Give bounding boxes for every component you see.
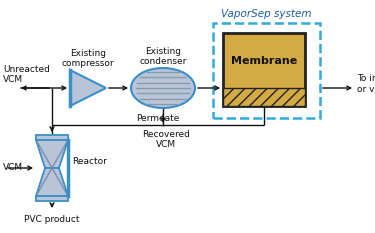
Text: VCM: VCM xyxy=(3,164,23,172)
Text: Membrane: Membrane xyxy=(231,55,297,65)
Bar xyxy=(223,88,305,106)
Bar xyxy=(223,33,305,106)
Text: Reactor: Reactor xyxy=(72,158,107,167)
Text: Existing
condenser: Existing condenser xyxy=(140,47,187,66)
Text: Unreacted
VCM: Unreacted VCM xyxy=(3,65,50,84)
Text: PVC product: PVC product xyxy=(24,215,80,224)
Text: Existing
compressor: Existing compressor xyxy=(62,49,114,68)
Polygon shape xyxy=(36,168,68,196)
Polygon shape xyxy=(36,140,68,168)
Bar xyxy=(36,135,68,140)
Text: Permeate: Permeate xyxy=(136,114,180,123)
Text: VaporSep system: VaporSep system xyxy=(221,9,312,19)
Polygon shape xyxy=(70,70,106,106)
Ellipse shape xyxy=(131,68,195,108)
Text: Recovered
VCM: Recovered VCM xyxy=(142,130,190,149)
Text: To incinerator
or vent: To incinerator or vent xyxy=(357,74,375,94)
Bar xyxy=(36,196,68,201)
